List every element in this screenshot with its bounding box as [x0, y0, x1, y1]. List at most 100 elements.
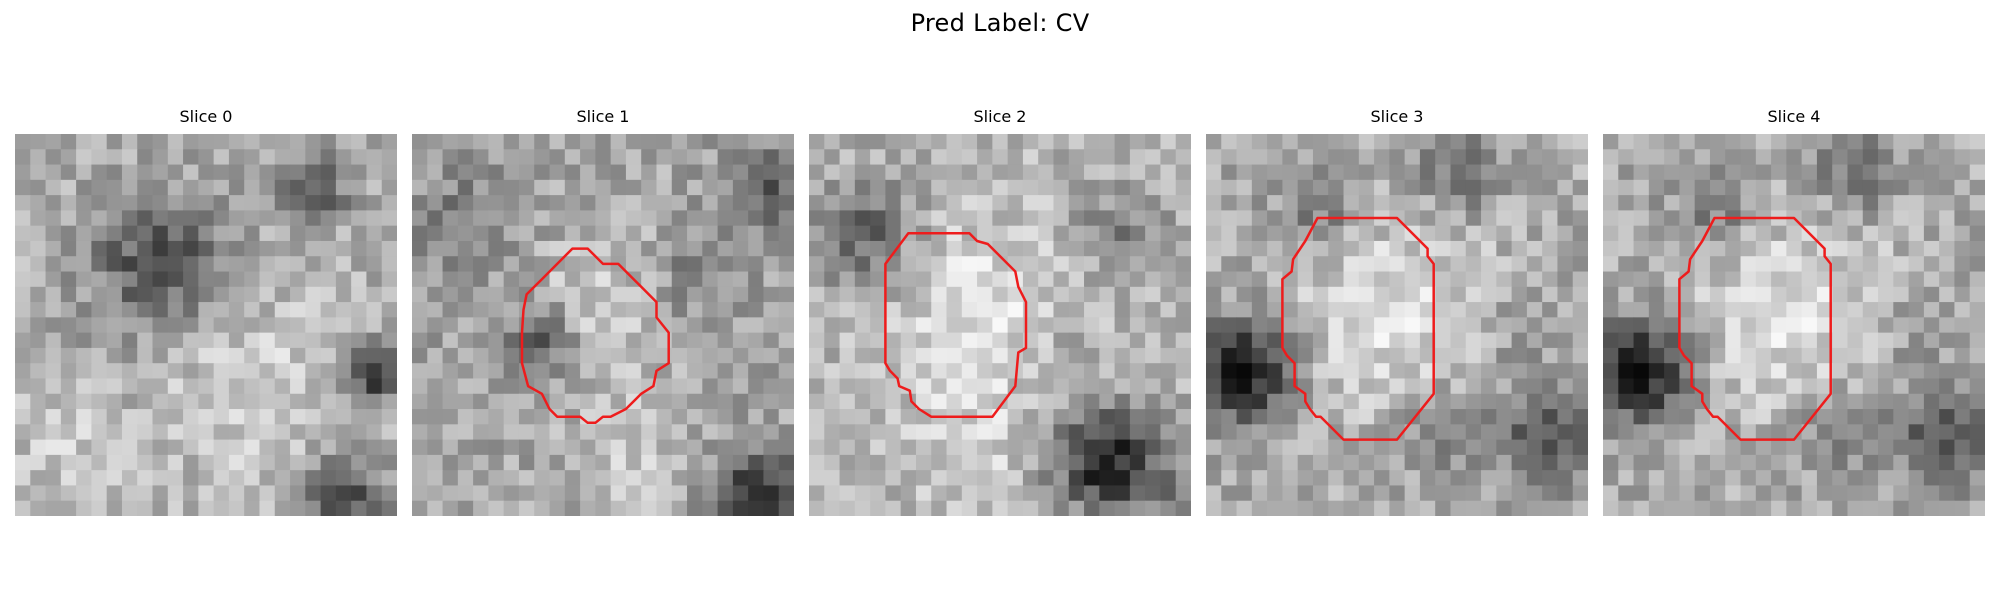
- pixel-cell: [1740, 363, 1757, 380]
- pixel-cell: [412, 225, 428, 242]
- pixel-cell: [1435, 500, 1452, 516]
- pixel-cell: [60, 454, 77, 471]
- pixel-cell: [274, 424, 291, 441]
- pixel-cell: [1084, 347, 1100, 364]
- pixel-cell: [1496, 256, 1513, 273]
- pixel-cell: [656, 332, 673, 349]
- pixel-cell: [228, 439, 245, 456]
- pixel-cell: [671, 149, 688, 166]
- pixel-cell: [625, 302, 642, 318]
- pixel-cell: [1160, 454, 1177, 471]
- pixel-cell: [1816, 439, 1833, 456]
- pixel-cell: [839, 454, 856, 471]
- pixel-cell: [1786, 454, 1803, 471]
- pixel-cell: [1679, 470, 1696, 487]
- pixel-cell: [1893, 409, 1910, 425]
- pixel-cell: [152, 409, 169, 425]
- pixel-cell: [442, 286, 459, 303]
- pixel-cell: [977, 332, 993, 349]
- pixel-cell: [1618, 225, 1635, 242]
- pixel-cell: [580, 317, 596, 334]
- pixel-cell: [427, 485, 444, 502]
- pixel-cell: [15, 256, 31, 273]
- pixel-cell: [1160, 256, 1177, 273]
- pixel-cell: [1267, 439, 1283, 456]
- pixel-cell: [870, 210, 886, 227]
- pixel-cell: [228, 256, 245, 273]
- pixel-cell: [1481, 225, 1497, 242]
- pixel-cell: [106, 210, 123, 227]
- pixel-cell: [1053, 179, 1070, 196]
- pixel-cell: [1099, 378, 1116, 395]
- pixel-cell: [1709, 317, 1726, 334]
- pixel-cell: [809, 332, 825, 349]
- pixel-cell: [1862, 179, 1879, 196]
- pixel-cell: [1557, 271, 1574, 288]
- pixel-cell: [473, 225, 489, 242]
- pixel-cell: [1297, 149, 1314, 166]
- pixel-cell: [702, 424, 719, 441]
- pixel-cell: [1923, 332, 1940, 349]
- pixel-cell: [1648, 149, 1665, 166]
- pixel-cell: [1740, 240, 1757, 257]
- pixel-cell: [76, 332, 92, 349]
- pixel-cell: [274, 378, 291, 395]
- pixel-cell: [1404, 347, 1421, 364]
- pixel-cell: [60, 210, 77, 227]
- pixel-cell: [763, 347, 780, 364]
- pixel-cell: [244, 271, 261, 288]
- pixel-cell: [854, 439, 871, 456]
- pixel-cell: [91, 286, 108, 303]
- pixel-cell: [1679, 286, 1696, 303]
- pixel-cell: [854, 271, 871, 288]
- pixel-cell: [1740, 347, 1757, 364]
- pixel-cell: [1175, 347, 1191, 364]
- pixel-cell: [1358, 454, 1375, 471]
- pixel-cell: [1648, 317, 1665, 334]
- pixel-cell: [91, 347, 108, 364]
- pixel-cell: [457, 286, 474, 303]
- pixel-cell: [1862, 210, 1879, 227]
- pixel-cell: [1404, 210, 1421, 227]
- pixel-cell: [1267, 347, 1283, 364]
- pixel-cell: [1511, 225, 1528, 242]
- pixel-cell: [1969, 332, 1985, 349]
- pixel-cell: [1847, 302, 1864, 318]
- pixel-cell: [625, 149, 642, 166]
- pixel-cell: [1618, 195, 1635, 211]
- pixel-cell: [1404, 195, 1421, 211]
- pixel-cell: [595, 225, 612, 242]
- pixel-cell: [1664, 195, 1680, 211]
- pixel-cell: [1878, 256, 1894, 273]
- pixel-cell: [1694, 317, 1711, 334]
- pixel-cell: [1389, 195, 1406, 211]
- pixel-cell: [1465, 378, 1482, 395]
- pixel-cell: [228, 485, 245, 502]
- pixel-cell: [1068, 240, 1085, 257]
- pixel-cell: [1038, 302, 1055, 318]
- pixel-cell: [30, 409, 47, 425]
- pixel-cell: [732, 210, 749, 227]
- pixel-cell: [641, 210, 658, 227]
- pixel-cell: [1114, 240, 1131, 257]
- pixel-cell: [625, 256, 642, 273]
- pixel-cell: [1312, 485, 1329, 502]
- pixel-cell: [1878, 424, 1894, 441]
- pixel-cell: [885, 256, 902, 273]
- pixel-cell: [1969, 454, 1985, 471]
- pixel-cell: [778, 210, 794, 227]
- pixel-cell: [1084, 317, 1100, 334]
- pixel-cell: [183, 424, 199, 441]
- pixel-cell: [839, 302, 856, 318]
- pixel-cell: [1114, 256, 1131, 273]
- pixel-cell: [1618, 454, 1635, 471]
- pixel-cell: [1755, 363, 1772, 380]
- pixel-cell: [1923, 271, 1940, 288]
- pixel-cell: [60, 256, 77, 273]
- pixel-cell: [1648, 240, 1665, 257]
- pixel-cell: [1251, 210, 1268, 227]
- pixel-cell: [1679, 332, 1696, 349]
- pixel-cell: [1542, 240, 1559, 257]
- pixel-cell: [1526, 393, 1543, 410]
- pixel-cell: [1282, 302, 1299, 318]
